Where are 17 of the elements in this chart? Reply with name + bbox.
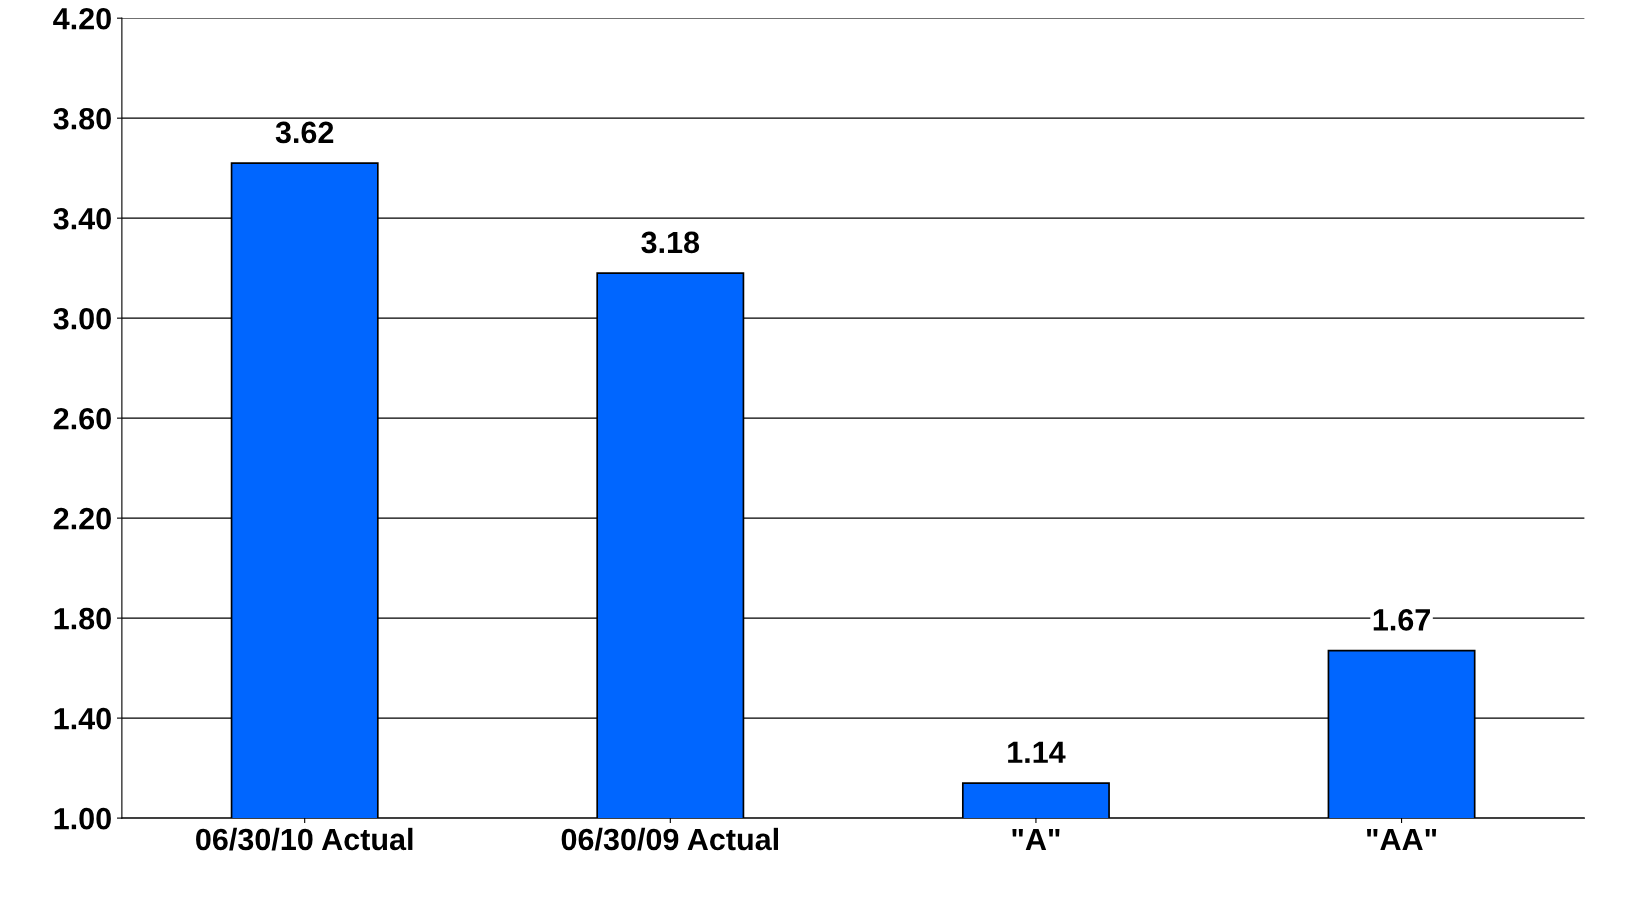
x-tick-label: "AA" (1367, 828, 1437, 850)
y-tick-label: 2.60 (53, 407, 111, 430)
data-label: 3.18 (641, 231, 700, 254)
data-label: 3.62 (275, 121, 334, 144)
x-tick-label: 06/30/09 Actual (561, 827, 778, 851)
y-tick-label: 3.40 (53, 207, 111, 230)
y-tick-label: 1.40 (54, 707, 111, 730)
data-label: 1.14 (1008, 741, 1066, 763)
x-tick-label: "A" (1012, 828, 1060, 850)
y-tick-label: 3.80 (53, 107, 111, 130)
y-tick-label: 1.80 (54, 607, 111, 630)
data-label: 1.67 (1373, 609, 1430, 631)
y-tick-label: 3.00 (53, 307, 111, 330)
x-tick-label: 06/30/10 Actual (196, 827, 413, 851)
y-tick-label: 4.20 (53, 7, 111, 30)
y-tick-label: 2.20 (53, 507, 111, 530)
y-tick-label: 1.00 (54, 807, 111, 830)
